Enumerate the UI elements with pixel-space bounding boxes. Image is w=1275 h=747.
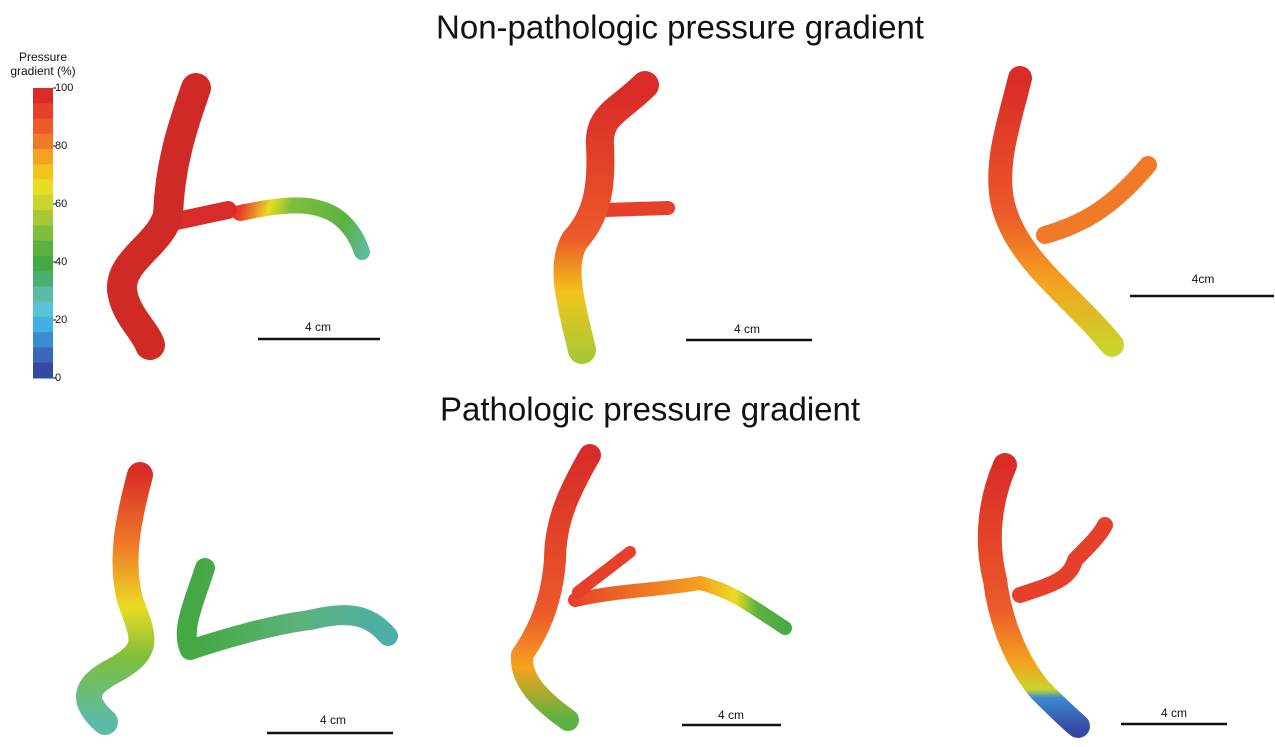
color-band [33,302,53,318]
tick-label: 20 [55,314,67,326]
color-band [33,180,53,196]
vessel [122,88,362,345]
tick-label: 40 [55,256,67,268]
color-band [33,225,53,241]
color-band [33,164,53,180]
scale-label: 4 cm [320,713,346,727]
color-band [33,241,53,257]
title: Pathologic pressure gradient [440,391,860,428]
figure: Non-pathologic pressure gradient Patholo… [0,0,1275,747]
color-band [33,103,53,119]
color-band [33,347,53,363]
scale-label: 4 cm [1161,706,1187,720]
vessel [990,465,1105,726]
color-band [33,210,53,226]
tick-label: 80 [55,140,67,152]
vessel [522,455,785,720]
scale-label: 4 cm [734,322,760,336]
color-band [33,119,53,135]
vessel [89,475,388,722]
color-band [33,88,53,104]
color-band [33,286,53,302]
colorbar: 100 80 60 40 20 0 [33,82,73,384]
color-band [33,332,53,348]
color-band [33,195,53,211]
legend-title: gradient (%) [10,64,75,78]
color-band [33,317,53,333]
color-band [33,256,53,272]
color-band [33,149,53,165]
vessel [567,85,668,350]
tick-label: 100 [55,82,73,94]
tick-label: 60 [55,198,67,210]
scale-label: 4 cm [718,708,744,722]
vessel [1000,78,1148,345]
color-band [33,271,53,287]
scale-label: 4cm [1192,272,1215,286]
title: Non-pathologic pressure gradient [436,9,924,46]
legend-title: Pressure [19,50,67,64]
color-band [33,363,53,379]
scale-label: 4 cm [305,320,331,334]
tick-label: 0 [55,372,61,384]
color-band [33,134,53,150]
